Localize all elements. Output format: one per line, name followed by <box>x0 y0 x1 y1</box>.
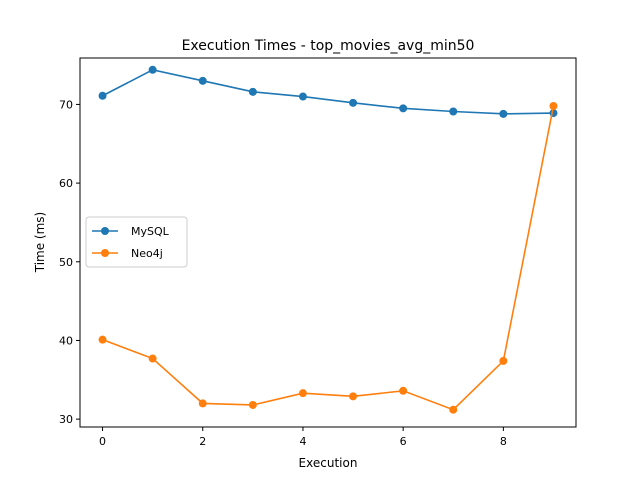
data-point-neo4j <box>198 399 207 408</box>
data-point-mysql <box>98 91 107 100</box>
x-axis-label: Execution <box>299 456 358 470</box>
y-axis-label: Time (ms) <box>33 212 47 274</box>
data-point-mysql <box>298 92 307 101</box>
data-point-neo4j <box>148 354 157 363</box>
data-point-neo4j <box>399 386 408 395</box>
plot-frame <box>79 57 577 428</box>
data-point-neo4j <box>349 392 358 401</box>
data-point-mysql <box>148 65 157 74</box>
y-tick-label: 60 <box>59 177 73 190</box>
data-point-neo4j <box>248 400 257 409</box>
data-point-mysql <box>198 76 207 85</box>
legend-label-mysql: MySQL <box>131 225 170 238</box>
legend-box <box>85 216 188 268</box>
data-point-neo4j <box>499 356 508 365</box>
legend-marker-neo4j <box>101 249 109 257</box>
series-line-mysql <box>102 68 554 115</box>
x-tick-label: 4 <box>299 435 306 448</box>
data-point-mysql <box>399 104 408 113</box>
series-line-neo4j <box>102 105 555 411</box>
y-tick-label: 30 <box>59 413 73 426</box>
y-tick-label: 40 <box>59 334 73 347</box>
y-tick-label: 50 <box>59 256 73 269</box>
legend: MySQL Neo4j <box>85 216 188 268</box>
chart-title: Execution Times - top_movies_avg_min50 <box>182 38 475 54</box>
data-point-neo4j <box>98 335 107 344</box>
data-point-neo4j <box>449 405 458 414</box>
y-axis-ticks: 30 40 50 60 70 <box>59 98 80 426</box>
data-point-mysql <box>449 107 458 116</box>
data-point-neo4j <box>298 389 307 398</box>
data-point-mysql <box>549 109 558 118</box>
x-tick-label: 8 <box>500 435 507 448</box>
legend-marker-mysql <box>101 227 109 235</box>
x-axis-ticks: 0 2 4 6 8 <box>99 427 507 448</box>
x-tick-label: 0 <box>99 435 106 448</box>
data-point-mysql <box>499 109 508 118</box>
data-point-neo4j <box>549 101 558 110</box>
series-layer <box>98 65 558 414</box>
y-tick-label: 70 <box>59 98 73 111</box>
data-point-mysql <box>349 98 358 107</box>
data-point-mysql <box>248 87 257 96</box>
x-tick-label: 6 <box>400 435 407 448</box>
legend-label-neo4j: Neo4j <box>131 247 163 260</box>
x-tick-label: 2 <box>199 435 206 448</box>
